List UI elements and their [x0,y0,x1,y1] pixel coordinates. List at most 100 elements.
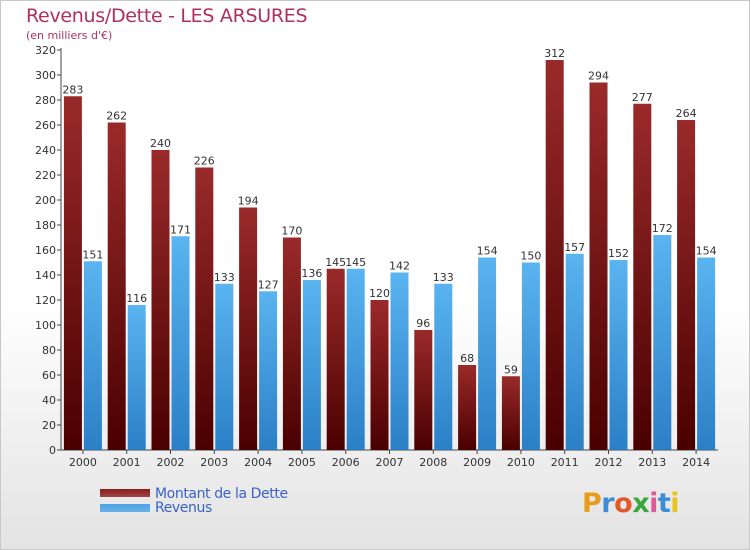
y-tick-label: 120 [35,294,56,307]
data-label: 59 [504,363,518,376]
logo-letter: i [670,488,680,519]
data-label: 264 [676,107,697,120]
x-tick-label: 2012 [595,456,623,469]
data-label: 68 [460,352,474,365]
legend-label-dette: Montant de la Dette [155,486,288,502]
data-label: 283 [62,83,83,96]
bar-revenus [565,253,584,450]
bar-revenus [478,257,497,450]
bar-revenus [171,236,190,450]
data-label: 226 [194,155,215,168]
x-tick-label: 2014 [682,456,710,469]
bar-dette [326,268,345,450]
data-label: 154 [477,245,498,258]
chart-title: Revenus/Dette - LES ARSURES [26,5,308,27]
data-label: 152 [608,247,629,260]
chart-subtitle: (en milliers d'€) [26,29,113,42]
data-label: 170 [281,225,302,238]
bar-revenus [434,283,453,450]
data-label: 96 [416,317,430,330]
proxiti-logo: Proxiti [582,488,680,519]
logo-letter: i [649,488,658,519]
data-label: 116 [126,292,147,305]
bar-dette [677,120,696,450]
bar-dette [545,60,564,450]
data-label: 145 [325,256,346,269]
bar-revenus [653,235,672,450]
bar-revenus [302,280,321,450]
x-tick-label: 2003 [200,456,228,469]
logo-letter: x [632,488,650,519]
bar-dette [589,82,608,450]
bar-revenus [697,257,716,450]
x-tick-label: 2013 [638,456,666,469]
data-label: 142 [389,260,410,273]
legend-label-revenus: Revenus [155,500,212,516]
bar-dette [195,167,214,450]
x-tick-label: 2001 [113,456,141,469]
y-tick-label: 160 [35,244,56,257]
x-tick-label: 2009 [463,456,491,469]
x-tick-label: 2010 [507,456,535,469]
y-tick-label: 300 [35,69,56,82]
data-label: 194 [238,195,259,208]
bar-dette [633,103,652,450]
bar-revenus [83,261,102,450]
logo-letter: P [582,488,602,519]
legend-swatch-revenus [100,504,150,512]
y-tick-label: 80 [42,344,56,357]
bar-revenus [390,272,409,450]
bar-dette [458,365,477,450]
data-label: 262 [106,110,127,123]
bar-revenus [346,268,365,450]
x-tick-label: 2000 [69,456,97,469]
data-label: 133 [214,271,235,284]
y-tick-label: 200 [35,194,56,207]
bar-dette [63,96,82,450]
y-tick-label: 280 [35,94,56,107]
y-tick-label: 240 [35,144,56,157]
x-tick-label: 2008 [419,456,447,469]
data-label: 277 [632,91,653,104]
legend-swatch-dette [100,489,150,497]
y-tick-label: 60 [42,369,56,382]
bar-revenus [259,291,278,450]
x-tick-label: 2004 [244,456,272,469]
bar-dette [107,122,126,450]
y-tick-label: 180 [35,219,56,232]
bar-dette [239,207,258,450]
y-tick-label: 220 [35,169,56,182]
bar-dette [282,237,301,450]
bar-revenus [521,262,540,450]
data-label: 172 [652,222,673,235]
x-tick-label: 2002 [157,456,185,469]
data-label: 157 [564,241,585,254]
data-label: 312 [544,47,565,60]
y-tick-label: 40 [42,394,56,407]
y-tick-label: 140 [35,269,56,282]
data-label: 133 [433,271,454,284]
y-tick-label: 260 [35,119,56,132]
data-label: 294 [588,70,609,83]
bar-dette [501,376,520,450]
bar-dette [370,300,389,450]
x-tick-label: 2011 [551,456,579,469]
bar-dette [414,330,433,450]
bar-revenus [127,305,146,450]
y-tick-label: 320 [35,44,56,57]
data-label: 151 [82,248,103,261]
y-tick-label: 100 [35,319,56,332]
data-label: 136 [301,267,322,280]
logo-letter: o [614,488,633,519]
data-label: 145 [345,256,366,269]
data-label: 150 [520,250,541,263]
logo-letter: r [601,488,615,519]
x-tick-label: 2006 [332,456,360,469]
logo-letter: t [657,488,671,519]
data-label: 171 [170,223,191,236]
x-tick-label: 2007 [376,456,404,469]
bar-dette [151,150,170,450]
bar-revenus [215,283,234,450]
data-label: 120 [369,287,390,300]
